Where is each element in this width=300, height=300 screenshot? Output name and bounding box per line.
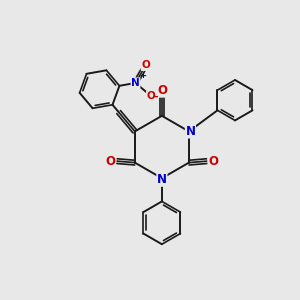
Text: N: N	[157, 173, 167, 186]
Text: N: N	[131, 78, 140, 88]
Text: N: N	[185, 125, 195, 138]
Text: O: O	[157, 84, 167, 97]
Text: O: O	[208, 154, 218, 168]
Text: -: -	[153, 91, 158, 101]
Text: +: +	[140, 71, 146, 80]
Text: O: O	[141, 61, 150, 70]
Text: O: O	[106, 154, 116, 168]
Text: O: O	[147, 91, 155, 101]
